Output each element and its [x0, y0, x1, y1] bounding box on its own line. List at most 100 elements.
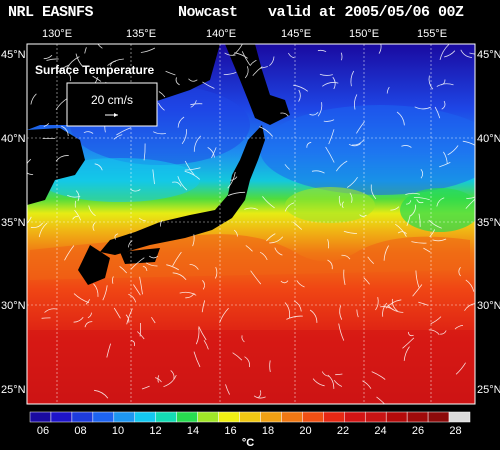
flow-streak — [233, 229, 238, 237]
flow-streak — [73, 317, 84, 323]
flow-streak — [142, 265, 148, 272]
flow-streak — [462, 140, 475, 146]
flow-streak — [139, 322, 142, 337]
product-label: Nowcast — [178, 4, 238, 21]
colorbar-tick-label: 12 — [149, 425, 161, 437]
flow-streak — [274, 247, 283, 256]
flow-streak — [66, 71, 71, 82]
flow-streak — [152, 169, 155, 185]
flow-streak — [319, 73, 333, 76]
colorbar-swatch — [344, 411, 366, 423]
flow-streak — [157, 375, 160, 383]
colorbar-tick-label: 06 — [37, 425, 49, 437]
flow-streak — [102, 285, 108, 301]
flow-streak — [323, 119, 335, 122]
flow-streak — [383, 245, 389, 261]
flow-streak — [158, 102, 165, 111]
flow-streak — [193, 135, 202, 152]
flow-streak — [172, 181, 182, 187]
flow-streak — [250, 270, 262, 285]
flow-streak — [84, 321, 93, 328]
flow-streak — [259, 126, 274, 137]
colorbar-swatch — [281, 411, 303, 423]
flow-streak — [160, 219, 163, 227]
flow-streak — [148, 255, 159, 259]
map-frame — [26, 43, 476, 405]
flow-streak — [92, 75, 102, 82]
flow-streak — [252, 66, 263, 76]
flow-streak — [407, 331, 414, 337]
flow-streak — [145, 262, 158, 267]
colorbar-tick-label: 14 — [187, 425, 199, 437]
flow-streak — [280, 280, 289, 284]
flow-streak — [328, 129, 335, 145]
flow-streak — [233, 44, 243, 56]
flow-streak — [395, 223, 407, 237]
flow-streak — [184, 167, 201, 171]
flow-streak — [428, 219, 442, 229]
flow-streak — [140, 47, 156, 53]
flow-streak — [61, 125, 69, 137]
flow-streak — [192, 234, 195, 247]
flow-streak — [225, 384, 230, 395]
flow-streak — [322, 82, 339, 87]
flow-streak — [288, 52, 295, 59]
colorbar-tick-label: 20 — [299, 425, 311, 437]
flow-streak — [138, 217, 147, 222]
flow-streak — [106, 343, 111, 358]
flow-streak — [312, 378, 325, 387]
flow-streak — [166, 264, 180, 271]
flow-streak — [443, 151, 448, 165]
flow-streak — [224, 52, 236, 56]
flow-streak — [172, 272, 187, 280]
flow-streak — [94, 389, 109, 399]
flow-streak — [88, 205, 96, 217]
flow-streak — [293, 221, 303, 230]
flow-streak — [43, 123, 50, 127]
flow-streak — [184, 160, 195, 176]
lat-label: 35°N — [1, 217, 26, 229]
flow-streak — [465, 279, 475, 292]
flow-streak — [269, 236, 284, 244]
flow-streak — [403, 346, 410, 361]
flow-streak — [406, 200, 412, 205]
flow-streak — [43, 54, 53, 60]
flow-streak — [413, 197, 430, 201]
flow-streak — [387, 304, 404, 313]
flow-streak — [412, 284, 423, 297]
flow-streak — [466, 196, 475, 199]
flow-streak — [143, 143, 146, 161]
colorbar-swatch — [50, 411, 73, 423]
flow-streak — [430, 316, 442, 325]
flow-streak — [74, 200, 77, 208]
flow-streak — [353, 94, 358, 110]
colorbar-swatch — [385, 411, 408, 423]
flow-streak — [244, 356, 250, 368]
colorbar-tick-label: 08 — [74, 425, 86, 437]
lat-label: 40°N — [477, 133, 500, 145]
flow-streak — [370, 184, 377, 200]
flow-streak — [175, 77, 180, 86]
flow-streak — [230, 176, 238, 181]
flow-streak — [284, 202, 295, 212]
flow-streak — [434, 106, 441, 119]
flow-streak — [83, 131, 94, 134]
colorbar-swatch — [364, 411, 387, 423]
lat-label: 30°N — [477, 300, 500, 312]
flow-streak — [269, 56, 275, 67]
flow-streak — [253, 395, 266, 399]
reference-vector-box: 20 cm/s — [66, 82, 158, 127]
flow-streak — [64, 245, 75, 261]
flow-streak — [321, 371, 330, 377]
lon-label: 150°E — [349, 28, 379, 40]
flow-streak — [405, 192, 420, 195]
flow-streak — [414, 106, 431, 110]
colorbar-tick-label: 22 — [337, 425, 349, 437]
flow-streak — [378, 44, 382, 54]
colorbar-swatch — [71, 411, 94, 423]
flow-streak — [74, 209, 82, 221]
flow-streak — [137, 331, 145, 340]
flow-streak — [245, 245, 253, 252]
flow-streak — [181, 129, 187, 145]
